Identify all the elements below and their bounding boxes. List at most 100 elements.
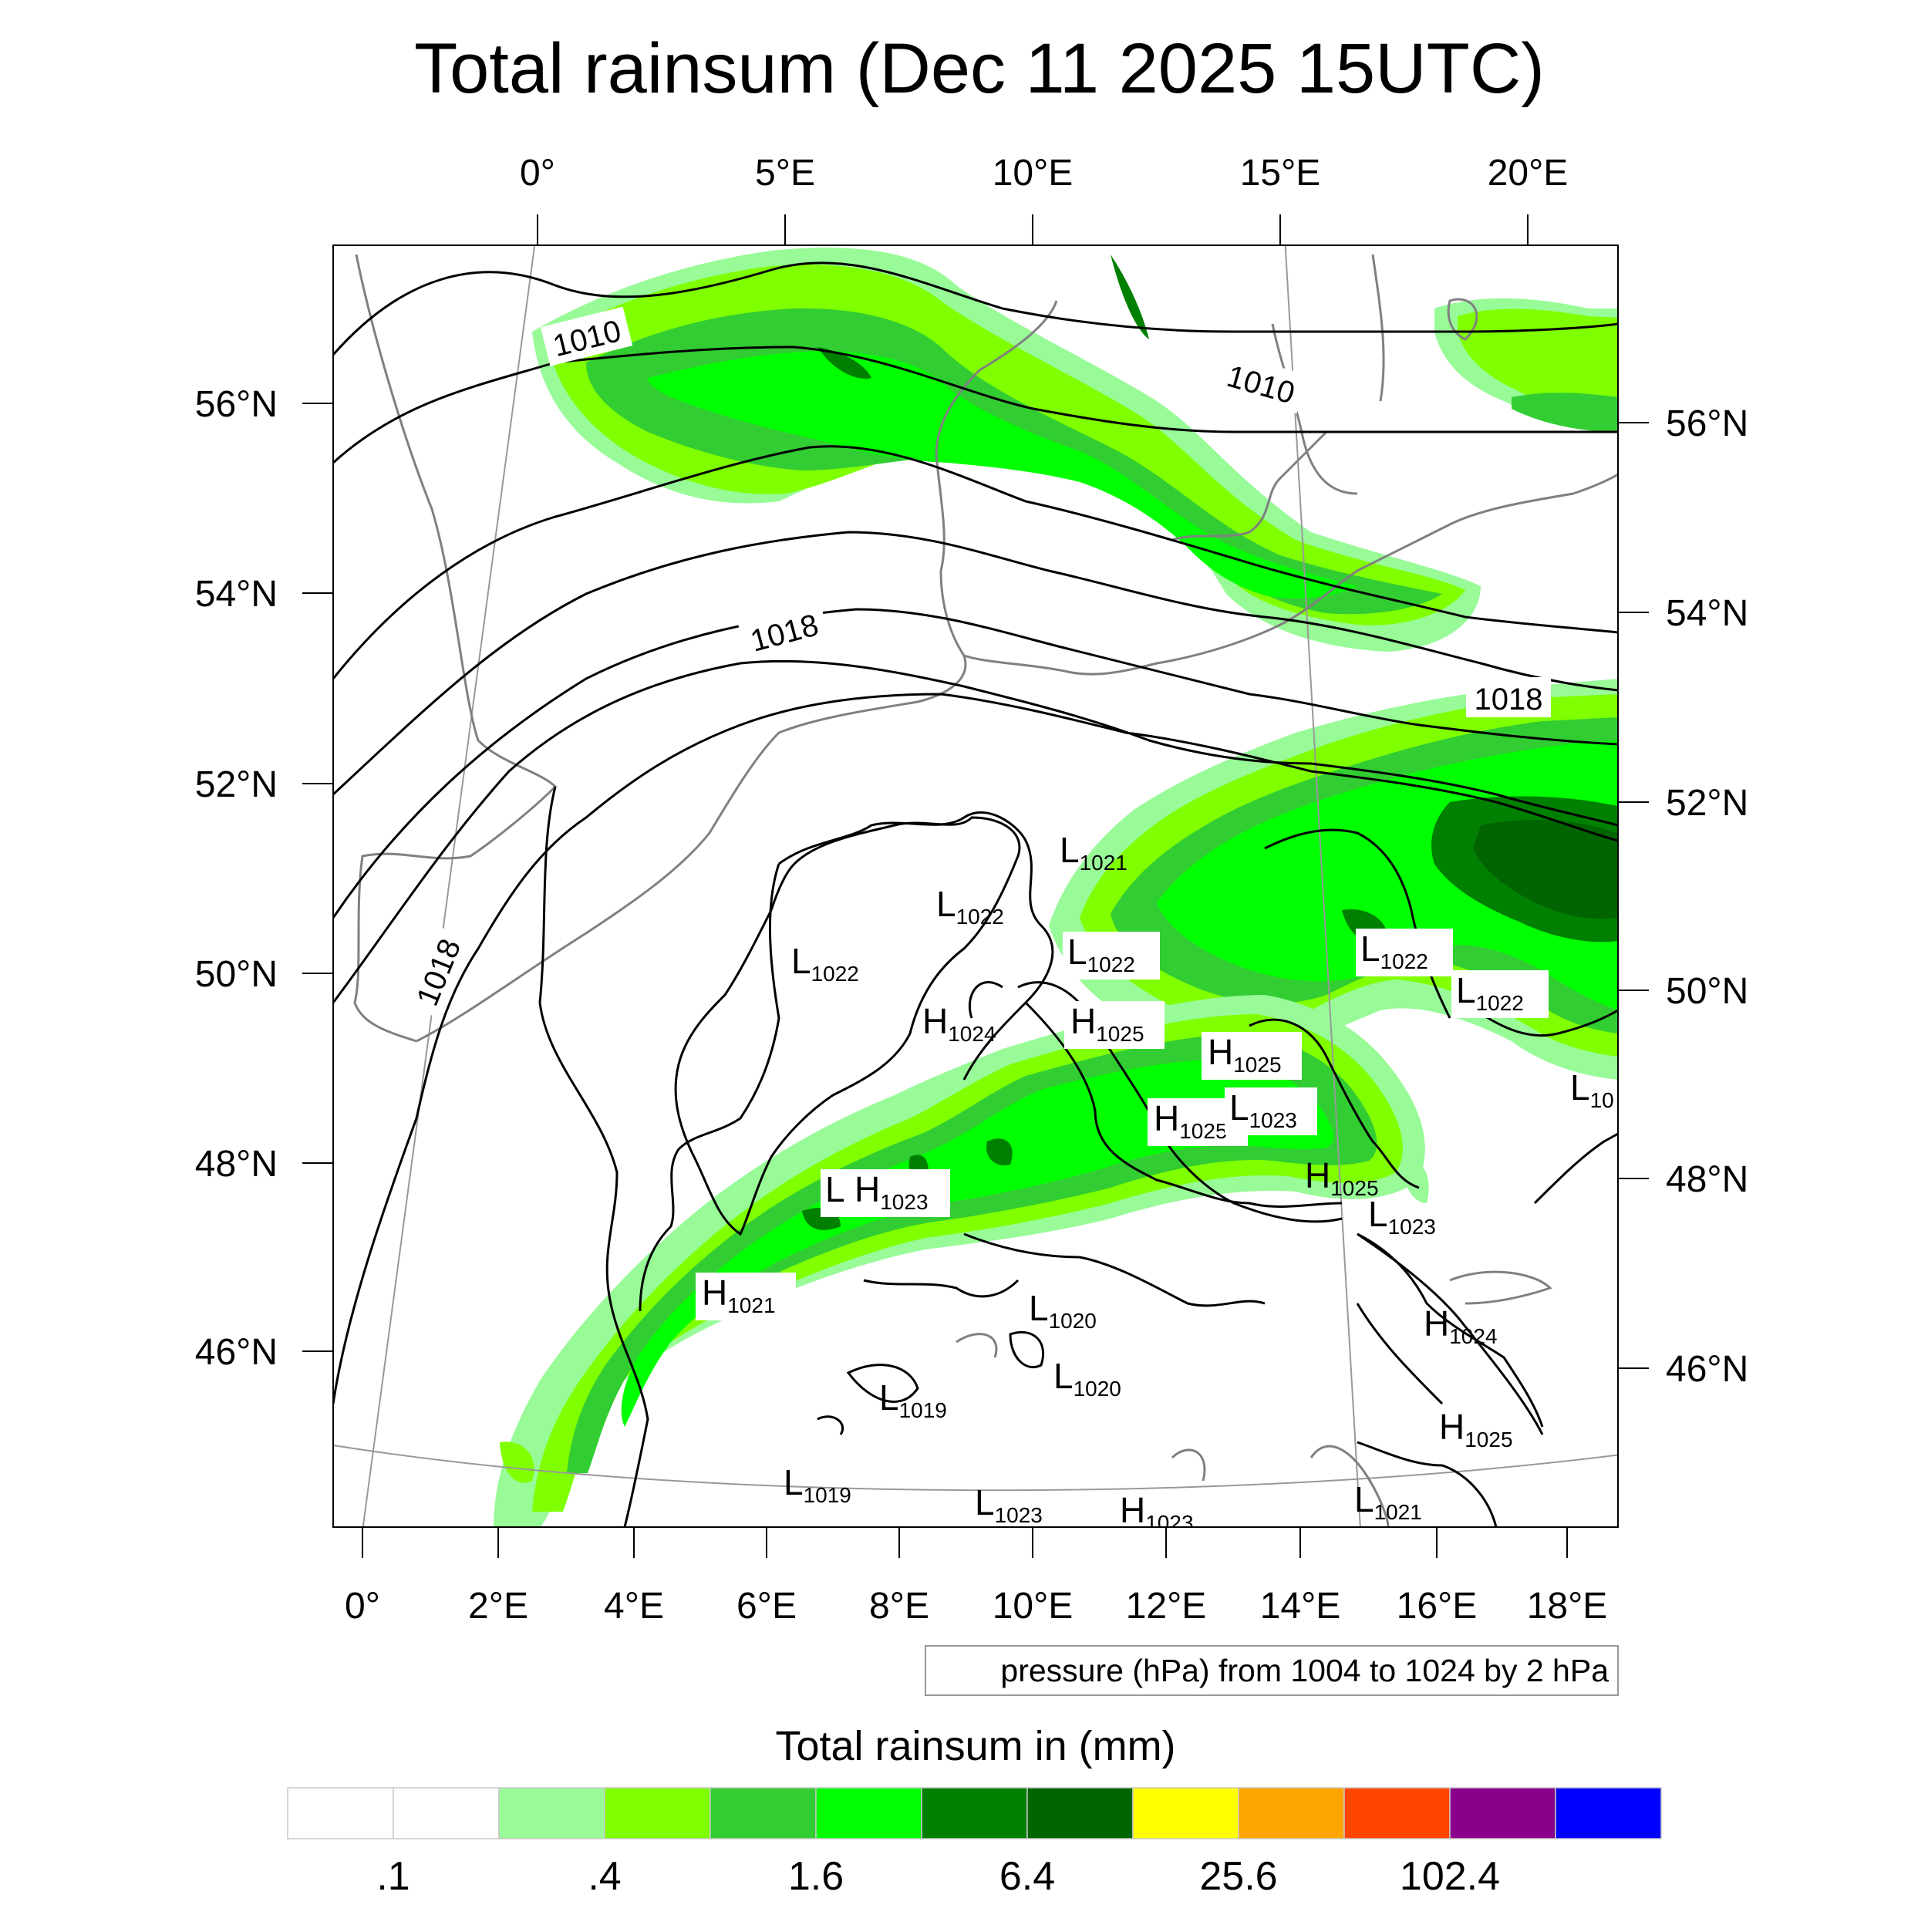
pressure-center-high: H1025 [1439,1407,1513,1452]
right-axis [1618,422,1649,1369]
tick-label: 54°N [195,574,278,615]
pressure-center-low: L1020 [1029,1288,1097,1333]
tick-label: 8°E [869,1586,929,1627]
pressure-center-high: H1023 [850,1169,950,1217]
graticule [333,245,1618,1527]
colorbar-labels: .1 .4 1.6 6.4 25.6 102.4 [376,1854,1500,1899]
svg-text:H1024: H1024 [922,1001,996,1046]
plot-frame [332,244,1619,1528]
pressure-center-low: L [821,1169,851,1217]
pressure-center-high: H1025 [1305,1155,1379,1200]
svg-text:L1021: L1021 [1060,830,1127,875]
colorbar [287,1787,1662,1839]
colorbar-label: 1.6 [788,1854,844,1899]
bottom-axis-labels: 0° 2°E 4°E 6°E 8°E 10°E 12°E 14°E 16°E 1… [345,1586,1607,1627]
tick-label: 12°E [1126,1586,1207,1627]
tick-label: 50°N [195,954,278,995]
tick-label: 10°E [993,153,1074,194]
tick-label: 0° [345,1586,380,1627]
left-axis-labels: 56°N 54°N 52°N 50°N 48°N 46°N [195,384,278,1373]
isobar-label: 1018 [1466,677,1551,717]
svg-text:L1023: L1023 [1368,1194,1436,1239]
svg-text:L1020: L1020 [1029,1288,1097,1333]
tick-label: 48°N [195,1144,278,1185]
svg-text:H1023: H1023 [1120,1490,1194,1535]
left-axis [302,403,333,1352]
colorbar-swatch [1555,1787,1662,1839]
svg-text:H1024: H1024 [1424,1303,1498,1348]
top-axis [537,214,1529,245]
contour-info-text: pressure (hPa) from 1004 to 1024 by 2 hP… [1000,1653,1609,1688]
colorbar-swatch [1343,1787,1451,1839]
colorbar-swatch [921,1787,1028,1839]
bottom-axis [362,1527,1568,1558]
svg-text:L1021: L1021 [1354,1479,1422,1524]
svg-text:H1025: H1025 [1305,1155,1379,1200]
svg-text:L: L [825,1169,845,1209]
pressure-center-high: H1025 [1202,1032,1302,1080]
contour-info-box: pressure (hPa) from 1004 to 1024 by 2 hP… [925,1645,1619,1696]
colorbar-swatch [815,1787,922,1839]
svg-text:H1025: H1025 [1154,1098,1228,1143]
svg-text:1018: 1018 [1475,683,1543,716]
right-axis-labels: 56°N 54°N 52°N 50°N 48°N 46°N [1666,403,1748,1390]
coastlines [353,254,1618,1527]
tick-label: 54°N [1666,593,1748,634]
pressure-center-low: L1023 [975,1482,1043,1527]
tick-label: 56°N [195,384,278,425]
tick-label: 15°E [1240,153,1321,194]
tick-label: 52°N [195,764,278,805]
colorbar-swatch [498,1787,605,1839]
colorbar-label: 6.4 [999,1854,1055,1899]
tick-label: 20°E [1488,153,1569,194]
svg-text:H1021: H1021 [702,1273,776,1317]
plot-area: 1010 1010 1018 1018 1018 L1021 L1022 [333,245,1618,1535]
pressure-center-low: L10 [1570,1067,1614,1112]
tick-label: 5°E [755,153,815,194]
tick-label: 0° [520,153,555,194]
svg-text:H1023: H1023 [854,1169,929,1214]
tick-label: 46°N [1666,1349,1748,1390]
colorbar-swatch [287,1787,394,1839]
pressure-center-low: L1022 [1356,929,1453,976]
svg-text:L1019: L1019 [879,1377,947,1422]
pressure-center-low: L1022 [936,884,1004,929]
tick-label: 18°E [1527,1586,1608,1627]
svg-text:L1020: L1020 [1053,1356,1121,1401]
pressure-center-low: L1022 [791,941,859,986]
tick-label: 2°E [468,1586,528,1627]
tick-label: 14°E [1260,1586,1341,1627]
colorbar-label: 102.4 [1400,1854,1500,1899]
tick-label: 10°E [993,1586,1074,1627]
pressure-center-low: L1023 [1368,1194,1436,1239]
svg-text:L1022: L1022 [791,941,859,986]
svg-text:L10: L10 [1570,1067,1614,1112]
svg-text:L1022: L1022 [1456,970,1524,1015]
colorbar-swatch [604,1787,711,1839]
svg-text:H1025: H1025 [1208,1032,1282,1077]
pressure-center-high: H1024 [1424,1303,1498,1348]
svg-text:L1019: L1019 [784,1462,851,1507]
svg-text:L1023: L1023 [975,1482,1043,1527]
svg-text:L1022: L1022 [1067,932,1135,976]
colorbar-title: Total rainsum in (mm) [775,1723,1175,1769]
pressure-center-high: H1021 [696,1273,796,1320]
pressure-center-low: L1023 [1225,1087,1317,1135]
tick-label: 50°N [1666,971,1748,1012]
tick-label: 52°N [1666,783,1748,824]
svg-text:L1022: L1022 [1360,929,1428,973]
colorbar-label: .4 [588,1854,621,1899]
svg-text:L1023: L1023 [1229,1087,1297,1132]
pressure-center-high: H1023 [1120,1490,1194,1535]
colorbar-swatch [1132,1787,1239,1839]
svg-text:L1022: L1022 [936,884,1004,929]
pressure-center-high: H1024 [922,1001,996,1046]
pressure-centers: L1021 L1022 L1022 L1022 L1022 L1022 H102… [696,830,1614,1535]
colorbar-label: 25.6 [1199,1854,1277,1899]
svg-text:H1025: H1025 [1070,1001,1144,1046]
pressure-center-high: H1025 [1064,1001,1165,1049]
tick-label: 16°E [1397,1586,1478,1627]
tick-label: 4°E [604,1586,664,1627]
colorbar-label: .1 [376,1854,410,1899]
